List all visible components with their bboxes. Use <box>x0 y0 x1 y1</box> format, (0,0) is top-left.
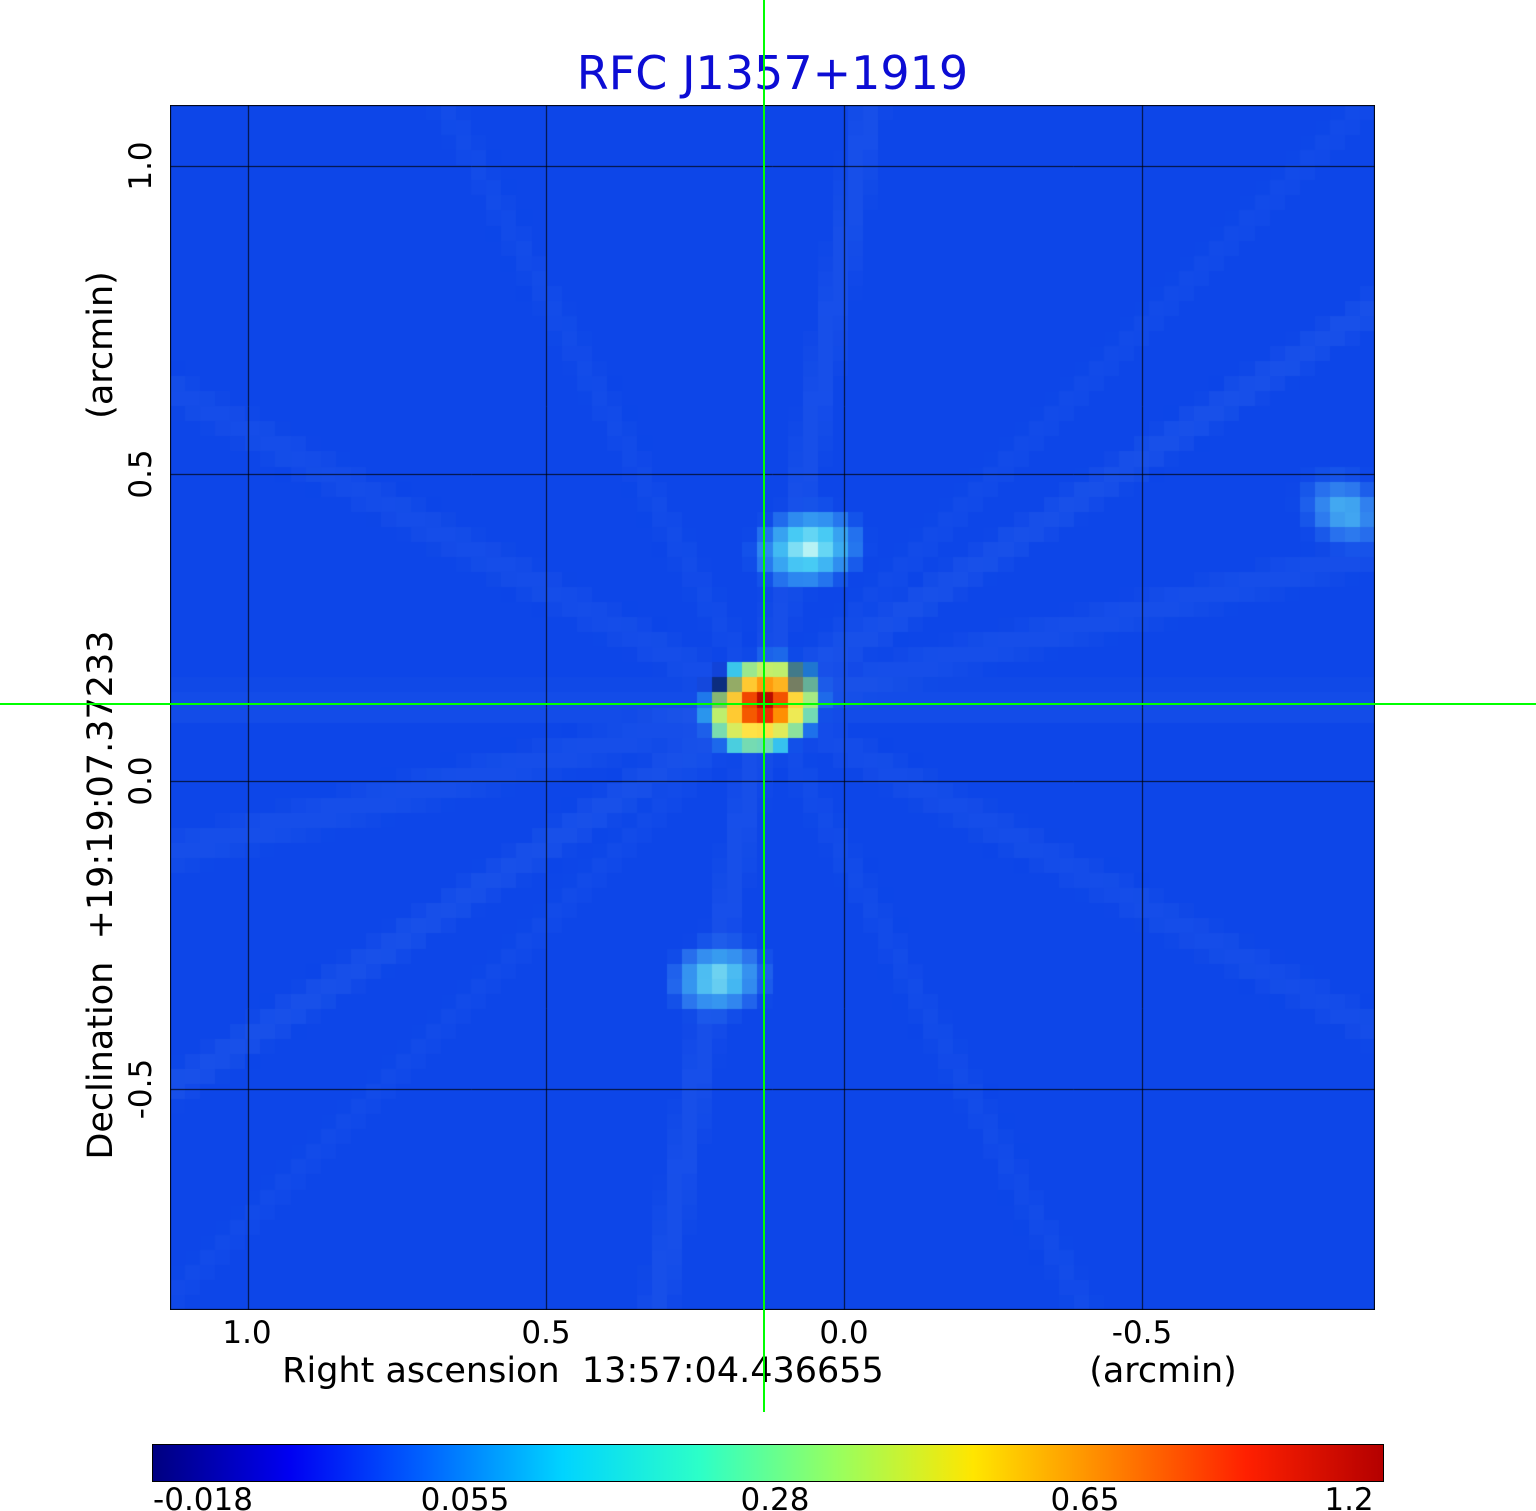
colorbar <box>152 1444 1384 1482</box>
colorbar-tick-label: 0.055 <box>420 1482 510 1511</box>
crosshair-vertical <box>762 0 765 1412</box>
y-axis-unit-label: (arcmin) <box>81 271 121 419</box>
y-tick-label: 0.5 <box>123 449 159 499</box>
plot-title: RFC J1357+1919 <box>576 46 969 100</box>
colorbar-tick-label: -0.018 <box>153 1482 253 1511</box>
x-tick-label: 1.0 <box>222 1315 272 1351</box>
x-axis-unit-label: (arcmin) <box>1089 1351 1237 1391</box>
x-tick-label: -0.5 <box>1111 1315 1173 1351</box>
x-axis-label: Right ascension 13:57:04.436655 <box>282 1351 884 1391</box>
sky-map-image <box>170 105 1375 1310</box>
x-tick-label: 0.5 <box>521 1315 571 1351</box>
crosshair-horizontal <box>0 703 1536 706</box>
y-axis-label: Declination +19:19:07.37233 <box>81 630 121 1160</box>
colorbar-tick-label: 1.2 <box>1324 1482 1374 1511</box>
colorbar-tick-label: 0.65 <box>1050 1482 1120 1511</box>
y-tick-label: 0.0 <box>123 756 159 806</box>
x-tick-label: 0.0 <box>819 1315 869 1351</box>
colorbar-tick-label: 0.28 <box>740 1482 810 1511</box>
y-tick-label: 1.0 <box>123 141 159 191</box>
y-tick-label: -0.5 <box>123 1058 159 1120</box>
